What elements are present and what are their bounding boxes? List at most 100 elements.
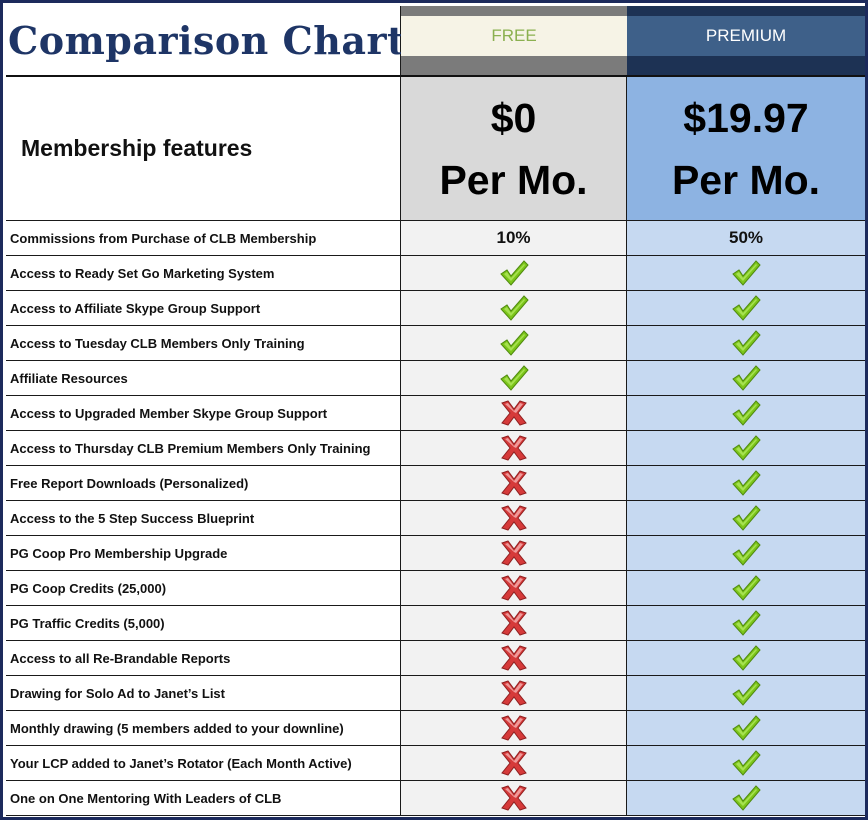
check-icon	[731, 294, 761, 322]
premium-value-cell	[627, 711, 865, 746]
free-value-cell	[401, 606, 627, 641]
check-icon	[731, 574, 761, 602]
feature-label: Monthly drawing (5 members added to your…	[6, 711, 401, 746]
check-icon	[731, 399, 761, 427]
premium-plan-label: PREMIUM	[705, 26, 787, 45]
check-icon	[499, 259, 529, 287]
check-icon	[731, 539, 761, 567]
free-price-cell: $0 Per Mo.	[401, 77, 627, 221]
check-icon	[731, 329, 761, 357]
free-value-cell: 10%	[401, 221, 627, 256]
feature-label: Access to Affiliate Skype Group Support	[6, 291, 401, 326]
check-icon	[731, 609, 761, 637]
premium-value-cell	[627, 501, 865, 536]
features-heading-text: Membership features	[21, 135, 253, 161]
premium-price: $19.97	[683, 94, 809, 141]
free-value-cell	[401, 536, 627, 571]
title-cell: Comparison Chart	[6, 6, 405, 77]
free-commission-value: 10%	[496, 228, 531, 247]
premium-period: Per Mo.	[671, 156, 821, 203]
check-icon	[499, 294, 529, 322]
cross-icon	[499, 784, 529, 812]
premium-value-cell	[627, 746, 865, 781]
comparison-table: Comparison Chart FREE PREMIUM Membership…	[6, 6, 865, 817]
check-icon	[731, 679, 761, 707]
free-value-cell	[401, 641, 627, 676]
free-value-cell	[401, 746, 627, 781]
feature-label: Affiliate Resources	[6, 361, 401, 396]
free-value-cell	[401, 361, 627, 396]
feature-label: Access to Ready Set Go Marketing System	[6, 256, 401, 291]
premium-value-cell	[627, 291, 865, 326]
free-value-cell	[401, 256, 627, 291]
premium-commission-value: 50%	[728, 228, 764, 247]
check-icon	[731, 434, 761, 462]
check-icon	[731, 644, 761, 672]
feature-label: Free Report Downloads (Personalized)	[6, 466, 401, 501]
free-value-cell	[401, 466, 627, 501]
free-plan-label: FREE	[491, 26, 537, 45]
feature-label: Access to all Re-Brandable Reports	[6, 641, 401, 676]
premium-plan-header: PREMIUM	[627, 6, 865, 77]
feature-label: Drawing for Solo Ad to Janet’s List	[6, 676, 401, 711]
free-value-cell	[401, 711, 627, 746]
cross-icon	[499, 399, 529, 427]
feature-label: Access to Tuesday CLB Members Only Train…	[6, 326, 401, 361]
feature-label: Access to Upgraded Member Skype Group Su…	[6, 396, 401, 431]
premium-value-cell	[627, 256, 865, 291]
premium-value-cell	[627, 536, 865, 571]
check-icon	[499, 329, 529, 357]
free-plan-header: FREE	[401, 6, 627, 77]
check-icon	[731, 259, 761, 287]
premium-value-cell	[627, 396, 865, 431]
cross-icon	[499, 469, 529, 497]
free-value-cell	[401, 326, 627, 361]
check-icon	[731, 504, 761, 532]
premium-value-cell	[627, 641, 865, 676]
free-value-cell	[401, 571, 627, 606]
cross-icon	[499, 609, 529, 637]
cross-icon	[499, 644, 529, 672]
premium-value-cell	[627, 431, 865, 466]
premium-value-cell: 50%	[627, 221, 865, 256]
premium-value-cell	[627, 571, 865, 606]
feature-label: PG Coop Pro Membership Upgrade	[6, 536, 401, 571]
check-icon	[731, 364, 761, 392]
check-icon	[731, 714, 761, 742]
feature-label: One on One Mentoring With Leaders of CLB	[6, 781, 401, 816]
premium-value-cell	[627, 676, 865, 711]
cross-icon	[499, 714, 529, 742]
premium-value-cell	[627, 781, 865, 816]
free-price: $0	[490, 94, 537, 141]
free-value-cell	[401, 431, 627, 466]
check-icon	[731, 784, 761, 812]
check-icon	[731, 749, 761, 777]
free-value-cell	[401, 676, 627, 711]
free-value-cell	[401, 396, 627, 431]
free-value-cell	[401, 501, 627, 536]
premium-value-cell	[627, 606, 865, 641]
feature-label: Access to Thursday CLB Premium Members O…	[6, 431, 401, 466]
feature-label: Your LCP added to Janet’s Rotator (Each …	[6, 746, 401, 781]
cross-icon	[499, 504, 529, 532]
free-value-cell	[401, 781, 627, 816]
page-title: Comparison Chart	[8, 18, 406, 63]
cross-icon	[499, 539, 529, 567]
check-icon	[731, 469, 761, 497]
feature-label: Access to the 5 Step Success Blueprint	[6, 501, 401, 536]
cross-icon	[499, 434, 529, 462]
features-heading: Membership features	[6, 77, 401, 221]
cross-icon	[499, 749, 529, 777]
feature-label: PG Traffic Credits (5,000)	[6, 606, 401, 641]
check-icon	[499, 364, 529, 392]
cross-icon	[499, 679, 529, 707]
premium-value-cell	[627, 466, 865, 501]
free-period: Per Mo.	[439, 156, 588, 203]
feature-label: Commissions from Purchase of CLB Members…	[6, 221, 401, 256]
premium-price-cell: $19.97 Per Mo.	[627, 77, 865, 221]
premium-value-cell	[627, 361, 865, 396]
free-value-cell	[401, 291, 627, 326]
premium-value-cell	[627, 326, 865, 361]
feature-label: PG Coop Credits (25,000)	[6, 571, 401, 606]
